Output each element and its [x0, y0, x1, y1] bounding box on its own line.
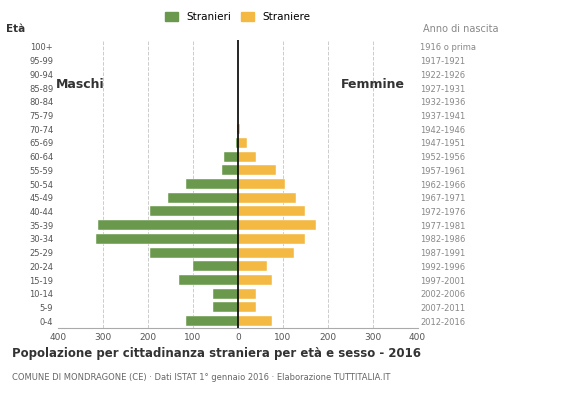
Bar — [186, 316, 238, 326]
Bar — [193, 261, 238, 271]
Text: Femmine: Femmine — [340, 78, 405, 92]
Bar — [238, 165, 276, 175]
Bar — [186, 179, 238, 189]
Bar — [222, 165, 238, 175]
Bar — [238, 248, 294, 258]
Text: COMUNE DI MONDRAGONE (CE) · Dati ISTAT 1° gennaio 2016 · Elaborazione TUTTITALIA: COMUNE DI MONDRAGONE (CE) · Dati ISTAT 1… — [12, 374, 390, 382]
Bar — [238, 275, 271, 285]
Bar — [224, 152, 238, 162]
Bar — [179, 275, 238, 285]
Bar — [238, 193, 296, 203]
Text: Popolazione per cittadinanza straniera per età e sesso - 2016: Popolazione per cittadinanza straniera p… — [12, 348, 420, 360]
Bar — [238, 289, 256, 299]
Text: Maschi: Maschi — [56, 78, 105, 92]
Bar — [150, 206, 238, 216]
Bar — [238, 138, 246, 148]
Bar — [238, 179, 285, 189]
Bar — [150, 248, 238, 258]
Bar — [213, 302, 238, 312]
Bar — [238, 206, 305, 216]
Bar — [238, 234, 305, 244]
Bar — [238, 124, 240, 134]
Bar — [99, 220, 238, 230]
Text: Età: Età — [6, 24, 25, 34]
Bar — [96, 234, 238, 244]
Text: Anno di nascita: Anno di nascita — [423, 24, 499, 34]
Bar — [238, 316, 271, 326]
Bar — [213, 289, 238, 299]
Bar — [238, 261, 267, 271]
Bar — [238, 220, 317, 230]
Bar — [235, 138, 238, 148]
Bar — [237, 124, 238, 134]
Bar — [238, 302, 256, 312]
Legend: Stranieri, Straniere: Stranieri, Straniere — [161, 8, 314, 26]
Bar — [238, 152, 256, 162]
Bar — [168, 193, 238, 203]
